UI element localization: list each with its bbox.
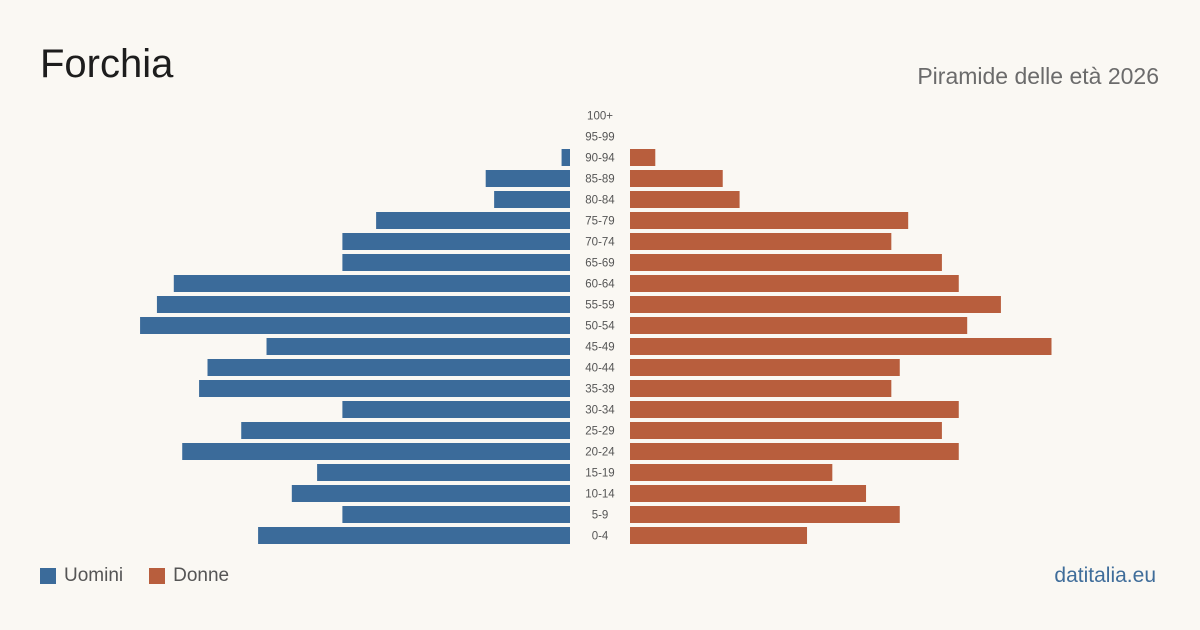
- bar-women-60-64: [630, 275, 959, 292]
- age-group-label: 95-99: [585, 132, 614, 144]
- bar-men-10-14: [291, 485, 570, 502]
- bar-men-20-24: [182, 443, 570, 460]
- legend: Uomini Donne: [40, 565, 255, 587]
- bar-women-35-39: [630, 380, 892, 397]
- bar-women-0-4: [630, 527, 808, 544]
- bar-women-80-84: [630, 191, 740, 208]
- legend-label-women: Donne: [173, 565, 230, 586]
- age-group-label: 80-84: [585, 195, 615, 207]
- legend-item-women: Donne: [149, 565, 229, 587]
- age-group-label: 0-4: [592, 531, 609, 543]
- bar-men-0-4: [258, 527, 570, 544]
- age-group-label: 55-59: [585, 300, 614, 312]
- age-group-label: 25-29: [585, 426, 614, 438]
- bar-men-90-94: [561, 149, 570, 166]
- age-group-label: 10-14: [585, 489, 615, 501]
- age-group-label: 85-89: [585, 174, 614, 186]
- bar-women-75-79: [630, 212, 909, 229]
- age-group-label: 30-34: [585, 405, 615, 417]
- age-group-label: 35-39: [585, 384, 614, 396]
- age-group-label: 75-79: [585, 216, 614, 228]
- chart-title: Forchia: [40, 42, 174, 86]
- bar-men-35-39: [199, 380, 570, 397]
- bar-women-65-69: [630, 254, 942, 271]
- bar-women-40-44: [630, 359, 900, 376]
- bar-men-75-79: [376, 212, 570, 229]
- bar-women-50-54: [630, 317, 968, 334]
- bar-men-55-59: [156, 296, 570, 313]
- age-group-label: 90-94: [585, 153, 615, 165]
- bar-men-30-34: [342, 401, 570, 418]
- age-group-label: 70-74: [585, 237, 615, 249]
- bar-men-50-54: [140, 317, 570, 334]
- chart-subtitle: Piramide delle età 2026: [917, 63, 1159, 89]
- bar-women-15-19: [630, 464, 833, 481]
- bar-women-10-14: [630, 485, 867, 502]
- bar-women-30-34: [630, 401, 959, 418]
- age-group-label: 65-69: [585, 258, 614, 270]
- bar-women-55-59: [630, 296, 1001, 313]
- bar-men-45-49: [266, 338, 570, 355]
- bar-men-65-69: [342, 254, 570, 271]
- bar-men-15-19: [317, 464, 570, 481]
- age-group-label: 20-24: [585, 447, 615, 459]
- bar-women-90-94: [630, 149, 656, 166]
- bar-men-60-64: [173, 275, 571, 292]
- source-link[interactable]: datitalia.eu: [1054, 564, 1156, 587]
- age-group-label: 40-44: [585, 363, 615, 375]
- bar-women-45-49: [630, 338, 1052, 355]
- bar-men-40-44: [207, 359, 570, 376]
- legend-swatch-women: [149, 568, 166, 584]
- legend-label-men: Uomini: [64, 565, 124, 586]
- legend-item-men: Uomini: [40, 565, 123, 587]
- bar-women-70-74: [630, 233, 892, 250]
- age-group-label: 15-19: [585, 468, 614, 480]
- age-group-label: 50-54: [585, 321, 615, 333]
- age-group-label: 100+: [587, 111, 613, 123]
- age-group-label: 60-64: [585, 279, 615, 291]
- bar-men-80-84: [494, 191, 570, 208]
- bar-women-5-9: [630, 506, 900, 523]
- bar-women-85-89: [630, 170, 723, 187]
- bar-men-70-74: [342, 233, 570, 250]
- bar-women-20-24: [630, 443, 959, 460]
- bar-men-25-29: [241, 422, 571, 439]
- bar-men-5-9: [342, 506, 570, 523]
- bar-women-25-29: [630, 422, 942, 439]
- legend-swatch-men: [40, 568, 56, 584]
- bar-men-85-89: [485, 170, 570, 187]
- age-group-label: 5-9: [592, 510, 609, 522]
- age-group-label: 45-49: [585, 342, 614, 354]
